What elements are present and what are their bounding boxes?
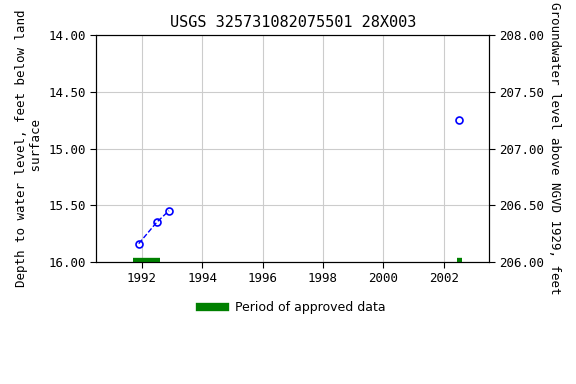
Y-axis label: Depth to water level, feet below land
 surface: Depth to water level, feet below land su… xyxy=(15,10,43,287)
Title: USGS 325731082075501 28X003: USGS 325731082075501 28X003 xyxy=(169,15,416,30)
Legend: Period of approved data: Period of approved data xyxy=(195,296,391,319)
Y-axis label: Groundwater level above NGVD 1929, feet: Groundwater level above NGVD 1929, feet xyxy=(548,2,561,295)
